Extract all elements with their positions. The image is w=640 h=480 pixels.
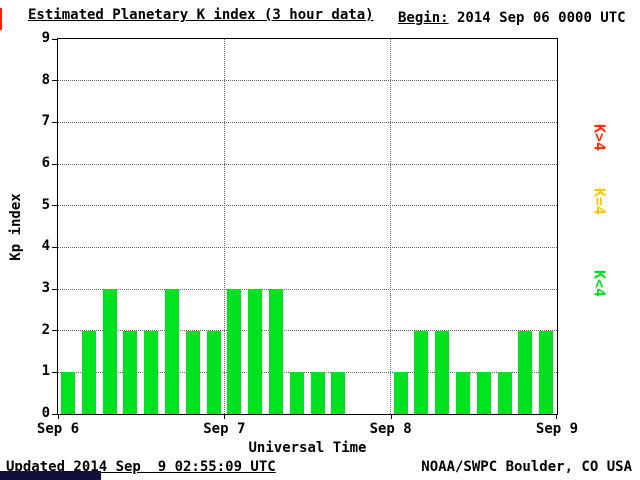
- y-tick: [52, 413, 58, 415]
- h-gridline: [58, 288, 557, 290]
- y-tick: [52, 246, 58, 248]
- kp-bar: [248, 289, 263, 414]
- x-tick-label: Sep 9: [535, 421, 579, 437]
- y-tick-label: 5: [41, 196, 50, 213]
- x-tick: [58, 414, 59, 419]
- kp-bar: [331, 372, 346, 414]
- y-tick-label: 2: [41, 321, 50, 338]
- legend-k-gt-4: K>4: [590, 124, 609, 152]
- kp-bar: [310, 372, 325, 414]
- h-gridline: [58, 246, 557, 248]
- plot-area: 0 1 2 3 4 5 6 7 8 9 Sep 6 Sep 7 Sep 8 Sep 9: [37, 30, 578, 437]
- begin-value: 2014 Sep 06 0000 UTC: [448, 10, 626, 26]
- kp-bar: [414, 330, 429, 414]
- y-tick: [52, 205, 58, 207]
- y-tick: [52, 163, 58, 165]
- y-tick: [52, 288, 58, 290]
- begin-label: Begin:: [398, 10, 449, 26]
- kp-bar: [164, 289, 179, 414]
- y-axis-title: Kp index: [7, 193, 24, 261]
- kp-bar: [393, 372, 408, 414]
- left-edge-artifact: [0, 8, 2, 30]
- kp-bar: [456, 372, 471, 414]
- kp-bar: [289, 372, 304, 414]
- v-gridline: [390, 39, 392, 414]
- kp-bar: [476, 372, 491, 414]
- kp-bar: [227, 289, 242, 414]
- kp-bar: [518, 330, 533, 414]
- x-axis-title: Universal Time: [248, 440, 367, 456]
- kp-bar: [81, 330, 96, 414]
- y-tick: [52, 80, 58, 82]
- kp-bar: [268, 289, 283, 414]
- y-tick-label: 3: [41, 280, 50, 296]
- y-tick-label: 7: [41, 113, 50, 130]
- x-tick-label: Sep 8: [369, 421, 412, 437]
- source-attribution: NOAA/SWPC Boulder, CO USA: [421, 459, 632, 475]
- kp-bar: [435, 330, 450, 414]
- x-tick-label: Sep 6: [36, 421, 80, 437]
- legend-k-lt-4: K<4: [590, 270, 609, 298]
- v-gridline: [223, 39, 225, 414]
- bottom-left-dark-bar: [0, 471, 101, 480]
- kp-bar: [61, 372, 75, 414]
- y-tick-label: 8: [41, 71, 50, 88]
- x-tick-label: Sep 7: [203, 421, 246, 437]
- y-tick: [52, 121, 58, 123]
- h-gridline: [58, 330, 557, 332]
- kp-bar: [102, 289, 117, 414]
- kp-bar: [144, 330, 159, 414]
- y-tick: [52, 38, 58, 40]
- kp-bar: [206, 330, 221, 414]
- kp-bar: [123, 330, 138, 414]
- y-tick-label: 4: [41, 238, 50, 255]
- h-gridline: [58, 371, 557, 373]
- x-tick: [390, 414, 392, 419]
- x-tick: [224, 414, 226, 419]
- y-tick-label: 9: [41, 30, 50, 46]
- h-gridline: [58, 80, 557, 82]
- begin-line: Begin: 2014 Sep 06 0000 UTC: [398, 10, 626, 26]
- y-tick: [52, 371, 58, 373]
- legend-k-eq-4: K=4: [590, 188, 609, 216]
- y-tick: [52, 330, 58, 332]
- kp-bar: [497, 372, 512, 414]
- kp-bar: [185, 330, 200, 414]
- kp-bar: [539, 330, 554, 414]
- y-tick-label: 1: [41, 363, 50, 380]
- h-gridline: [58, 163, 557, 165]
- chart-title: Estimated Planetary K index (3 hour data…: [28, 7, 374, 23]
- h-gridline: [58, 205, 557, 207]
- h-gridline: [58, 121, 557, 123]
- y-tick-label: 6: [41, 155, 50, 171]
- x-tick: [556, 414, 557, 419]
- y-tick-label: 0: [41, 405, 50, 421]
